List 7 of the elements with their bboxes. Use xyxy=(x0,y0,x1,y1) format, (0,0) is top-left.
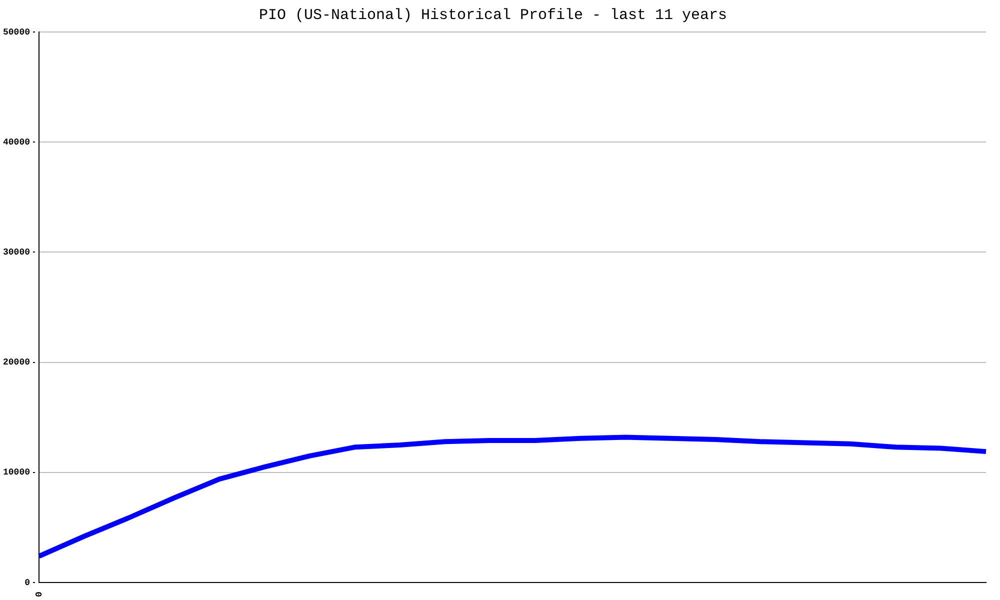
y-tick-label: 30000 xyxy=(2,248,30,258)
y-tick-label: 50000 xyxy=(2,27,30,38)
y-tick-label: 10000 xyxy=(2,468,30,478)
chart-title: PIO (US-National) Historical Profile - last 11 years xyxy=(258,6,728,24)
y-tick-label: 0 xyxy=(24,578,30,588)
y-tick-label: 20000 xyxy=(2,358,30,368)
y-tick-label: 40000 xyxy=(2,137,30,148)
